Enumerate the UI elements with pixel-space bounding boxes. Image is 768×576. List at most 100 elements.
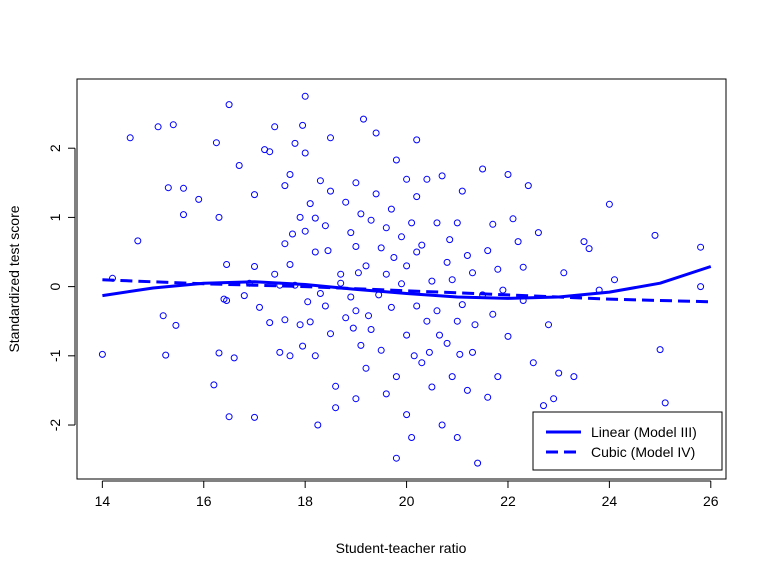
data-point — [458, 301, 466, 309]
data-point — [403, 411, 411, 419]
data-point — [697, 243, 705, 251]
data-point — [354, 269, 362, 277]
legend-box — [532, 411, 723, 471]
data-point — [433, 307, 441, 315]
y-tick-label: -1 — [47, 349, 63, 362]
data-point — [469, 348, 476, 356]
data-point — [357, 210, 365, 218]
data-point — [408, 219, 416, 227]
data-point — [489, 310, 497, 318]
data-point — [301, 227, 309, 235]
data-point — [390, 254, 398, 261]
data-point — [469, 269, 476, 277]
data-point — [410, 352, 418, 360]
data-point — [296, 213, 304, 221]
data-point — [494, 373, 502, 381]
data-point — [463, 386, 471, 394]
data-point — [357, 341, 365, 349]
y-axis: -2 -1 0 1 2 — [47, 144, 76, 431]
y-tick-label: 0 — [47, 283, 63, 291]
x-tick-label: 22 — [500, 493, 516, 509]
data-point — [271, 270, 279, 278]
data-point — [271, 123, 279, 131]
data-point — [225, 101, 233, 109]
lines-layer — [102, 265, 712, 304]
x-axis: 14 16 18 20 22 24 26 — [95, 480, 719, 509]
data-point — [443, 258, 451, 266]
data-point — [514, 238, 522, 246]
data-point — [443, 339, 451, 347]
data-point — [337, 279, 345, 287]
cubic-fit-line — [102, 278, 711, 304]
data-point — [398, 233, 405, 241]
y-tick-label: 1 — [47, 213, 63, 221]
data-point — [651, 231, 659, 239]
data-point — [314, 421, 322, 429]
data-point — [382, 270, 390, 278]
data-point — [456, 350, 464, 358]
data-point — [306, 318, 314, 326]
data-point — [342, 314, 350, 322]
data-point — [337, 270, 345, 278]
data-point — [352, 307, 360, 315]
data-point — [611, 276, 618, 284]
data-point — [458, 187, 466, 195]
data-point — [519, 263, 527, 271]
data-point — [433, 219, 441, 227]
data-point — [352, 179, 360, 187]
data-point — [299, 342, 307, 350]
data-point — [448, 276, 456, 284]
data-point — [301, 92, 309, 100]
data-point — [656, 346, 664, 354]
data-point — [311, 248, 319, 256]
data-point — [524, 182, 532, 190]
data-point — [256, 303, 263, 311]
data-point — [235, 162, 243, 169]
data-point — [289, 230, 296, 238]
data-point — [286, 352, 294, 360]
data-point — [428, 277, 436, 285]
data-point — [316, 177, 324, 185]
data-point — [266, 148, 274, 156]
y-tick-label: 2 — [47, 144, 63, 152]
data-point — [555, 369, 563, 377]
data-point — [382, 224, 390, 232]
data-point — [438, 421, 446, 429]
data-point — [225, 413, 233, 421]
data-point — [453, 219, 461, 227]
data-point — [126, 134, 134, 142]
data-point — [291, 139, 299, 147]
data-point — [377, 346, 385, 354]
data-point — [494, 265, 502, 273]
data-point — [311, 352, 319, 360]
data-point — [448, 373, 456, 381]
data-point — [425, 348, 433, 356]
data-point — [162, 351, 170, 359]
data-point — [240, 292, 248, 300]
data-point — [332, 382, 340, 390]
x-tick-label: 20 — [399, 493, 415, 509]
data-point — [438, 172, 446, 180]
data-point — [529, 359, 537, 367]
data-point — [321, 302, 329, 310]
data-point — [418, 241, 426, 249]
data-point — [463, 252, 471, 259]
data-point — [413, 248, 421, 256]
data-point — [172, 321, 180, 329]
data-point — [347, 293, 355, 301]
data-point — [471, 321, 479, 329]
data-point — [349, 324, 357, 332]
data-point — [180, 184, 187, 192]
data-point — [377, 244, 385, 252]
data-point — [474, 459, 482, 467]
data-point — [327, 330, 334, 338]
data-point — [534, 229, 542, 237]
data-point — [509, 215, 517, 223]
data-point — [215, 213, 223, 221]
data-point — [281, 316, 289, 324]
data-point — [164, 184, 172, 192]
data-point — [504, 332, 512, 340]
data-point — [210, 381, 218, 389]
data-point — [362, 262, 370, 270]
data-point — [324, 247, 332, 255]
